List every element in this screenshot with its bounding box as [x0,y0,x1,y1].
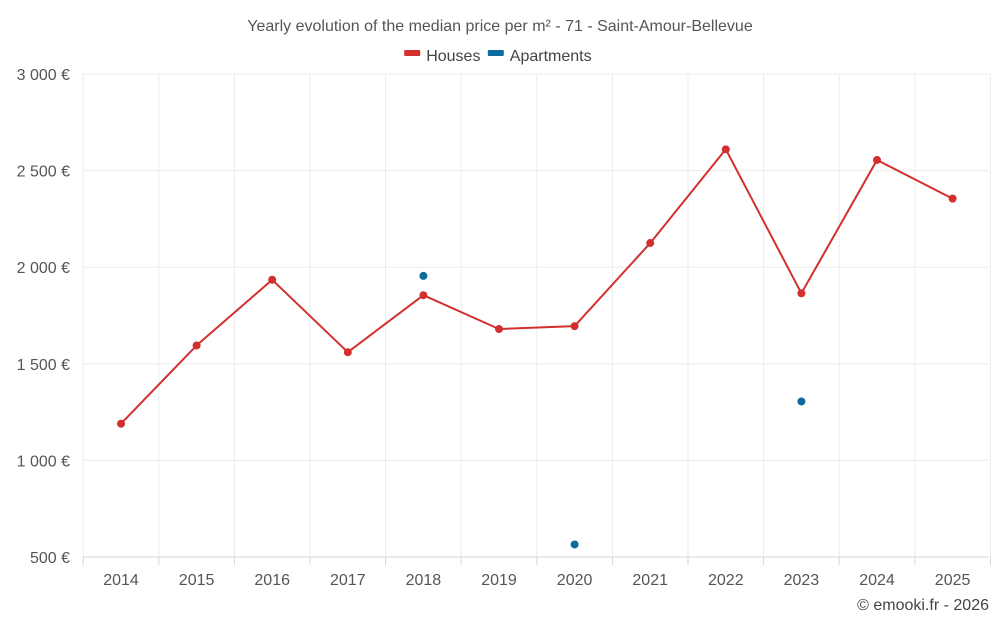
legend-label-apartments[interactable]: Apartments [510,48,592,65]
y-tick-label: 500 € [30,550,70,567]
x-gridlines [82,74,991,565]
data-point-apartments-2023[interactable] [797,397,806,406]
data-point-houses-2020[interactable] [570,322,579,331]
credit-text: © emooki.fr - 2026 [857,597,989,614]
y-tick-label: 3 000 € [17,67,70,84]
legend: Houses Apartments [404,48,592,65]
data-point-houses-2017[interactable] [343,348,352,357]
y-gridlines [83,73,989,461]
y-tick-label: 2 500 € [17,164,70,181]
data-point-houses-2023[interactable] [797,289,806,298]
x-tick-label: 2018 [406,572,442,589]
y-tick-label: 2 000 € [17,260,70,277]
legend-label-houses[interactable]: Houses [426,48,480,65]
x-tick-label: 2016 [254,572,290,589]
x-tick-label: 2015 [179,572,215,589]
data-point-apartments-2018[interactable] [419,271,428,280]
data-point-houses-2016[interactable] [268,275,277,284]
y-tick-label: 1 500 € [17,357,70,374]
data-point-houses-2019[interactable] [495,325,503,334]
x-tick-label: 2021 [632,572,668,589]
y-tick-label: 1 000 € [17,453,70,470]
data-point-houses-2018[interactable] [419,291,428,300]
data-point-houses-2014[interactable] [117,419,125,428]
x-tick-label: 2024 [859,572,895,589]
y-axis-tick-labels: 500 € 1 000 € 1 500 € 2 000 € 2 500 € 3 000 € [17,67,70,567]
data-point-houses-2015[interactable] [192,341,201,350]
x-tick-label: 2020 [557,572,593,589]
data-point-houses-2024[interactable] [873,155,881,164]
data-point-houses-2022[interactable] [721,145,730,154]
legend-swatch-houses [404,50,421,56]
x-tick-label: 2017 [330,572,366,589]
data-point-houses-2025[interactable] [948,194,957,203]
x-axis-tick-labels: 2014 2015 2016 2017 2018 2019 2020 2021 2022 2023… [103,572,970,589]
x-tick-label: 2023 [784,572,820,589]
series-apartments [419,271,806,549]
legend-swatch-apartments [487,50,504,56]
chart-title: Yearly evolution of the median price per… [247,18,753,35]
data-point-houses-2021[interactable] [646,239,655,248]
data-point-apartments-2020[interactable] [570,540,579,549]
x-tick-label: 2022 [708,572,744,589]
series-line-houses [120,148,954,425]
series-layer [117,145,957,549]
series-houses [117,145,957,428]
x-tick-label: 2014 [103,572,139,589]
x-tick-label: 2019 [481,572,517,589]
x-tick-label: 2025 [935,572,971,589]
